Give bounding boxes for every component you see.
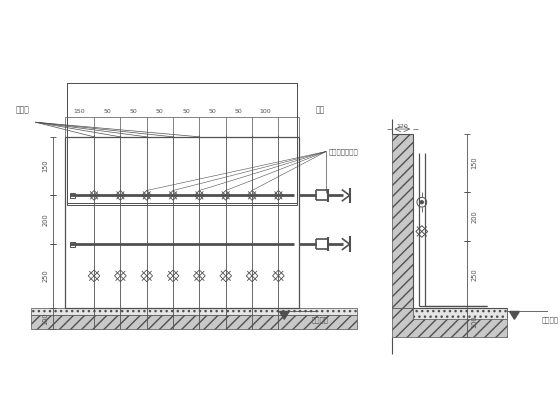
Text: 100: 100 [472, 316, 478, 328]
Polygon shape [510, 312, 519, 319]
Text: 250: 250 [43, 270, 48, 282]
Text: 50: 50 [156, 109, 164, 114]
Text: 150: 150 [73, 109, 85, 114]
Text: 50: 50 [104, 109, 111, 114]
Text: 墙体: 墙体 [316, 105, 325, 114]
Text: 50: 50 [183, 109, 190, 114]
Bar [391, 134, 413, 307]
Polygon shape [279, 312, 289, 319]
Bar [65, 137, 299, 307]
Bar [413, 307, 507, 319]
Bar [67, 83, 297, 205]
Text: 100: 100 [259, 109, 271, 114]
Text: 50: 50 [130, 109, 137, 114]
Text: 250: 250 [472, 268, 478, 281]
Text: 地面标高: 地面标高 [542, 316, 559, 323]
Text: 100: 100 [43, 312, 48, 325]
Text: 电动两通温控阀: 电动两通温控阀 [328, 148, 358, 155]
Text: 150: 150 [43, 160, 48, 173]
Bar [69, 241, 74, 247]
Text: 50: 50 [235, 109, 243, 114]
Bar [391, 307, 507, 337]
Circle shape [421, 201, 423, 204]
Text: 150: 150 [472, 157, 478, 170]
Bar [69, 193, 74, 198]
Text: 200: 200 [472, 210, 478, 223]
Text: 地面标高: 地面标高 [311, 316, 329, 323]
Bar [67, 83, 297, 203]
Text: 200: 200 [43, 213, 48, 226]
Bar [31, 307, 357, 315]
Text: 50: 50 [209, 109, 217, 114]
Text: 120: 120 [396, 123, 408, 129]
Bar [31, 315, 357, 329]
Text: 排气阀: 排气阀 [16, 105, 30, 114]
